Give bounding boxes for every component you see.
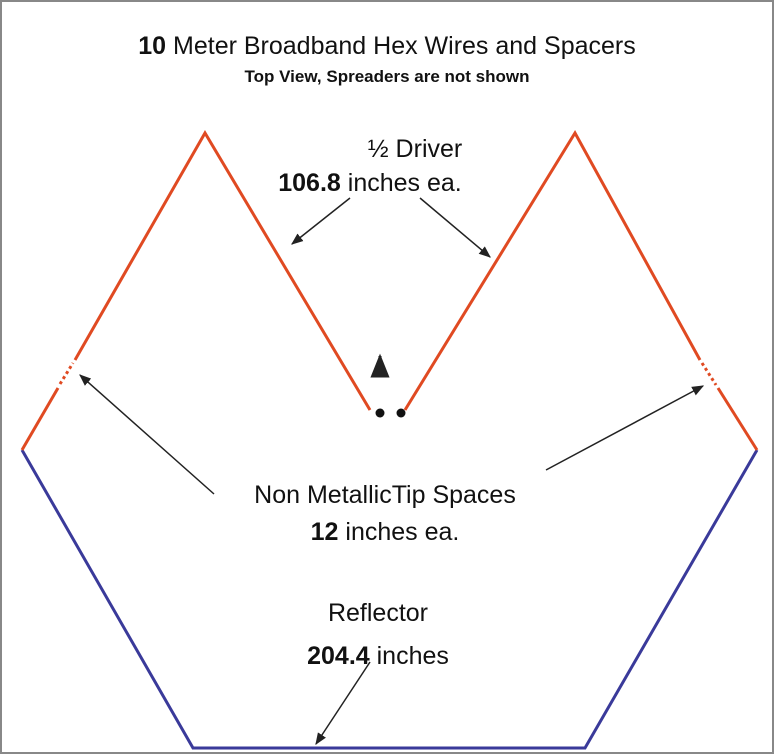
pointer <box>545 385 705 471</box>
pointer <box>315 661 371 746</box>
title: 10 Meter Broadband Hex Wires and Spacers <box>138 32 636 60</box>
pointer <box>79 374 215 495</box>
spacer-label: Non MetallicTip Spaces <box>254 481 516 509</box>
reflector-label: Reflector <box>328 599 428 627</box>
driver-wire <box>73 130 372 411</box>
driver-length: 106.8 inches ea. <box>278 169 461 197</box>
spacer-length: 12 inches ea. <box>311 518 460 546</box>
driver-tip <box>20 387 60 451</box>
reflector-length-number: 204.4 <box>307 642 370 670</box>
spacer <box>58 362 75 385</box>
pointer <box>291 197 351 245</box>
driver-unit: inches ea. <box>348 169 462 197</box>
subtitle: Top View, Spreaders are not shown <box>245 67 530 86</box>
driver-wire <box>403 130 702 411</box>
pointer <box>419 197 491 258</box>
reflector-length: 204.4 inches <box>307 642 449 670</box>
reflector-unit: inches <box>377 642 449 670</box>
spacer-unit: inches ea. <box>345 518 459 546</box>
title-text: Meter Broadband Hex Wires and Spacers <box>173 32 636 60</box>
reflector-wire <box>20 449 759 750</box>
driver-tip <box>716 387 759 451</box>
spacer <box>700 362 718 386</box>
feed-point <box>396 408 406 418</box>
driver-length-number: 106.8 <box>278 169 341 197</box>
spacer-length-number: 12 <box>311 518 339 546</box>
feed-point <box>375 408 385 418</box>
driver-label: ½ Driver <box>368 135 462 163</box>
title-number: 10 <box>138 32 166 60</box>
